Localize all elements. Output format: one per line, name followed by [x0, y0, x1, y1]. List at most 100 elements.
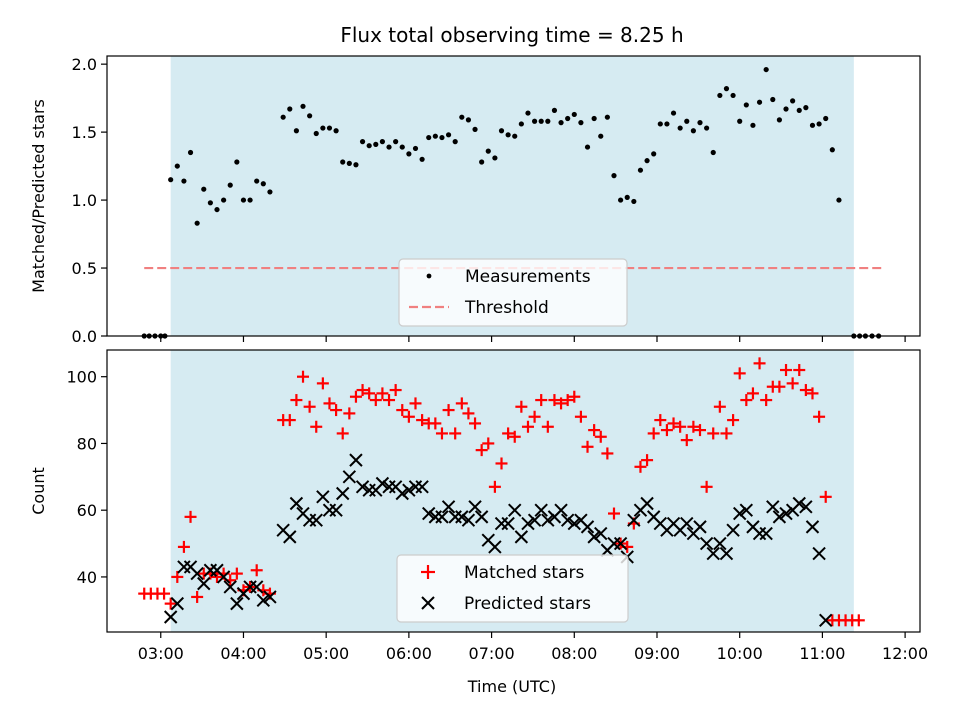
x-marker-b: [706, 546, 720, 561]
predicted-star-point: [249, 580, 264, 594]
measurement-point: [366, 143, 372, 149]
matched-star-point: [660, 424, 673, 437]
x-marker-b: [766, 500, 780, 514]
measurement-point: [578, 120, 584, 126]
x-marker-b: [746, 520, 760, 534]
predicted-star-point: [627, 513, 641, 527]
x-marker-b: [329, 503, 343, 517]
measurement-point: [326, 125, 333, 131]
predicted-star-point: [316, 490, 330, 504]
measurement-point: [770, 96, 776, 103]
measurement-point: [717, 92, 723, 99]
matched-star-point: [502, 427, 515, 440]
matched-star-point: [760, 394, 773, 407]
x-marker-b: [613, 536, 628, 551]
measurement-point: [737, 118, 743, 124]
x-marker-b: [587, 530, 601, 544]
predicted-star-point: [501, 516, 515, 531]
matched-star-point: [727, 414, 740, 427]
measurement-point: [584, 144, 591, 150]
matched-star-point: [813, 410, 826, 423]
y-tick-label: 0.0: [72, 327, 97, 346]
measurement-point: [359, 139, 366, 145]
matched-star-point: [819, 490, 832, 503]
x-marker-b: [772, 510, 787, 524]
legend-marker-predicted: [421, 596, 435, 610]
matched-star-point: [409, 397, 422, 410]
measurement-point: [783, 106, 789, 112]
measurement-point: [684, 118, 690, 124]
matched-star-point: [184, 510, 197, 523]
x-tick-label: 12:00: [882, 644, 928, 663]
x-marker-b: [474, 510, 489, 524]
x-marker-b: [541, 513, 555, 527]
predicted-star-point: [395, 486, 409, 501]
predicted-star-point: [474, 510, 489, 524]
measurement-point: [227, 182, 233, 188]
x-tick-label: 05:00: [303, 644, 349, 663]
measurement-point: [260, 181, 266, 187]
predicted-star-point: [309, 513, 323, 527]
predicted-star-point: [375, 476, 390, 491]
matched-star-point: [164, 597, 177, 610]
matched-star-point: [323, 397, 336, 410]
matched-star-point: [561, 394, 574, 407]
measurement-point: [221, 197, 227, 203]
axes-frame-top: [106, 55, 921, 337]
measurement-point: [353, 162, 359, 168]
x-marker-b: [163, 610, 178, 624]
matched-star-point: [773, 380, 786, 393]
x-marker-b: [481, 533, 495, 547]
x-tick-label: 11:00: [799, 644, 845, 663]
matched-star-point: [733, 367, 746, 380]
measurement-point: [611, 173, 617, 179]
matched-star-point: [303, 400, 316, 413]
x-marker-b: [402, 483, 416, 497]
predicted-star-point: [521, 516, 535, 531]
x-marker-b: [574, 513, 588, 527]
predicted-star-point: [587, 530, 601, 544]
predicted-star-point: [779, 506, 793, 521]
matched-star-point: [469, 417, 482, 430]
y-axis-ticks-top: 0.0 0.5 1.0 1.5 2.0: [72, 55, 107, 346]
matched-star-point: [607, 507, 620, 520]
measurement-point: [565, 115, 571, 122]
count-panel: 40 60 80 100 03:00 04:00 05:00 06:00 07:00 08:00…: [29, 349, 928, 696]
x-marker-b: [230, 596, 244, 611]
measurement-point: [730, 92, 736, 99]
y-tick-label: 80: [77, 434, 97, 453]
x-marker-b: [699, 536, 714, 551]
matched-star-point: [435, 427, 448, 440]
predicted-star-point: [170, 596, 185, 611]
matched-star-point: [416, 414, 429, 427]
x-marker-b: [759, 526, 773, 541]
predicted-star-point: [680, 516, 694, 531]
x-marker-b: [183, 560, 198, 574]
predicted-star-point: [342, 470, 357, 484]
predicted-star-point: [263, 590, 277, 604]
matched-star-point: [687, 420, 700, 433]
x-marker-b: [805, 520, 820, 534]
matched-star-point: [495, 457, 508, 470]
measurement-point: [207, 200, 213, 206]
predicted-star-point: [197, 576, 211, 591]
matched-star-point: [700, 480, 713, 493]
matched-star-point: [475, 444, 488, 457]
x-marker-b: [799, 500, 813, 514]
measurement-point: [346, 160, 352, 166]
x-marker-b: [216, 570, 231, 584]
measurement-point: [538, 118, 544, 124]
measurement-point: [187, 149, 194, 156]
predicted-star-point: [230, 596, 244, 611]
measurement-point: [750, 122, 756, 128]
measurement-point: [790, 98, 796, 104]
predicted-star-point: [739, 503, 754, 517]
x-marker-b: [190, 566, 204, 581]
measurement-point: [598, 133, 604, 139]
measurement-point: [743, 102, 749, 108]
x-marker-b: [342, 470, 357, 484]
measurement-point: [558, 120, 564, 126]
predicted-star-point: [799, 500, 813, 514]
matched-star-point: [349, 390, 362, 403]
